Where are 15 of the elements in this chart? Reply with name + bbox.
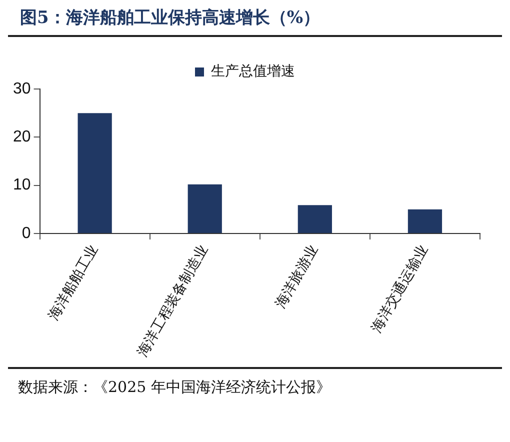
y-tick-label: 10 [13,176,31,194]
source-note: 数据来源：《2025 年中国海洋经济统计公报》 [8,367,502,399]
chart-title: 图5：海洋船舶工业保持高速增长（%） [8,6,502,37]
y-tick-label: 30 [13,80,31,98]
bar [188,184,222,233]
y-tick-label: 20 [13,128,31,146]
x-tick-label: 海洋船舶工业 [46,242,102,324]
x-tick-label: 海洋工程装备制造业 [134,242,212,360]
x-tick-label: 海洋旅游业 [272,242,322,312]
bar [408,209,442,233]
bar [298,205,332,233]
bar [78,113,112,233]
legend-label: 生产总值增速 [211,64,295,80]
y-tick-label: 0 [22,224,31,242]
x-tick-label: 海洋交通运输业 [368,242,432,336]
